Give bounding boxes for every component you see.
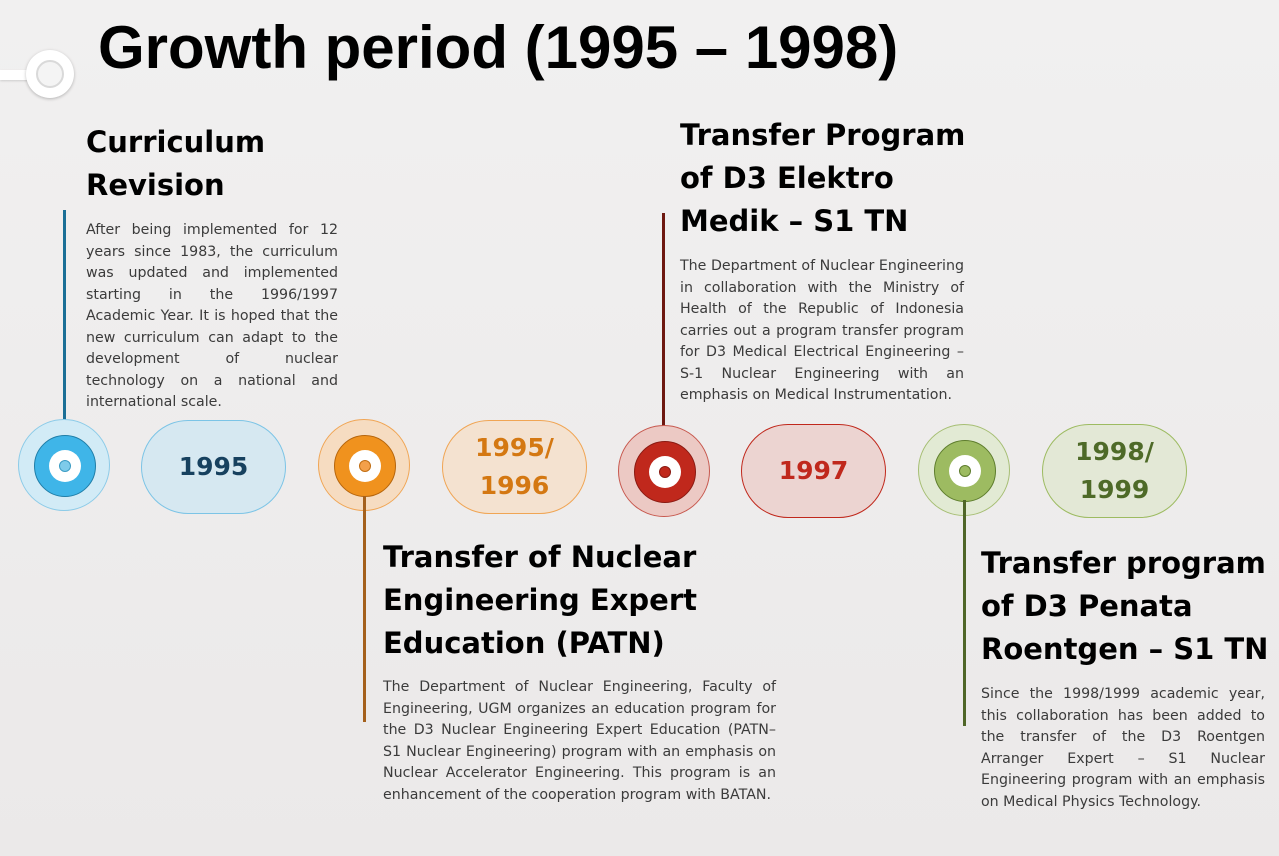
event-1998-1999-description: Since the 1998/1999 academic year, this … <box>981 686 1265 810</box>
heading-line: Curriculum <box>86 125 266 159</box>
year-pill-1998-1999: 1998/ 1999 <box>1042 424 1187 518</box>
heading-line: Engineering Expert <box>383 583 697 617</box>
event-1998-1999-node-icon <box>918 424 1010 516</box>
title-connector-bar <box>0 70 40 80</box>
heading-line: Education (PATN) <box>383 626 665 660</box>
heading-line: of D3 Elektro <box>680 161 894 195</box>
event-1995-1996-node-icon <box>318 419 410 511</box>
event-1995-1996-description: The Department of Nuclear Engineering, F… <box>383 679 776 803</box>
year-label-line: 1996 <box>479 471 550 500</box>
event-1997-description: The Department of Nuclear Engineering in… <box>680 258 964 403</box>
heading-line: Medik – S1 TN <box>680 204 909 238</box>
year-label-line: 1998/ <box>1075 437 1154 466</box>
year-label: 1997 <box>778 456 849 485</box>
heading-line: of D3 Penata <box>981 589 1193 623</box>
heading-line: Transfer program <box>981 546 1266 580</box>
event-1998-1999-connector-line <box>963 500 966 726</box>
year-pill-1995-1996: 1995/ 1996 <box>442 420 587 514</box>
year-label-line: 1999 <box>1079 475 1150 504</box>
event-1995-1996-heading: Transfer of Nuclear Engineering Expert E… <box>383 536 697 665</box>
heading-line: Revision <box>86 168 225 202</box>
event-1997-connector-line <box>662 213 665 460</box>
heading-line: Transfer Program <box>680 118 966 152</box>
event-1995-connector-line <box>63 210 66 442</box>
heading-line: Roentgen – S1 TN <box>981 632 1269 666</box>
event-1995-1996-connector-line <box>363 496 366 722</box>
year-pill-1997: 1997 <box>741 424 886 518</box>
year-label: 1995 <box>178 452 249 481</box>
event-1998-1999-heading: Transfer program of D3 Penata Roentgen –… <box>981 542 1268 671</box>
page-title: Growth period (1995 – 1998) <box>98 14 899 81</box>
event-1995-heading: Curriculum Revision <box>86 121 265 207</box>
event-1995-description: After being implemented for 12 years sin… <box>86 222 338 410</box>
year-label-line: 1995/ <box>475 433 554 462</box>
event-1997-node-icon <box>618 425 710 517</box>
title-decoration <box>0 24 80 98</box>
title-ring-icon <box>26 50 74 98</box>
heading-line: Transfer of Nuclear <box>383 540 697 574</box>
event-1995-node-icon <box>18 419 110 511</box>
event-1997-heading: Transfer Program of D3 Elektro Medik – S… <box>680 114 965 243</box>
year-pill-1995: 1995 <box>141 420 286 514</box>
